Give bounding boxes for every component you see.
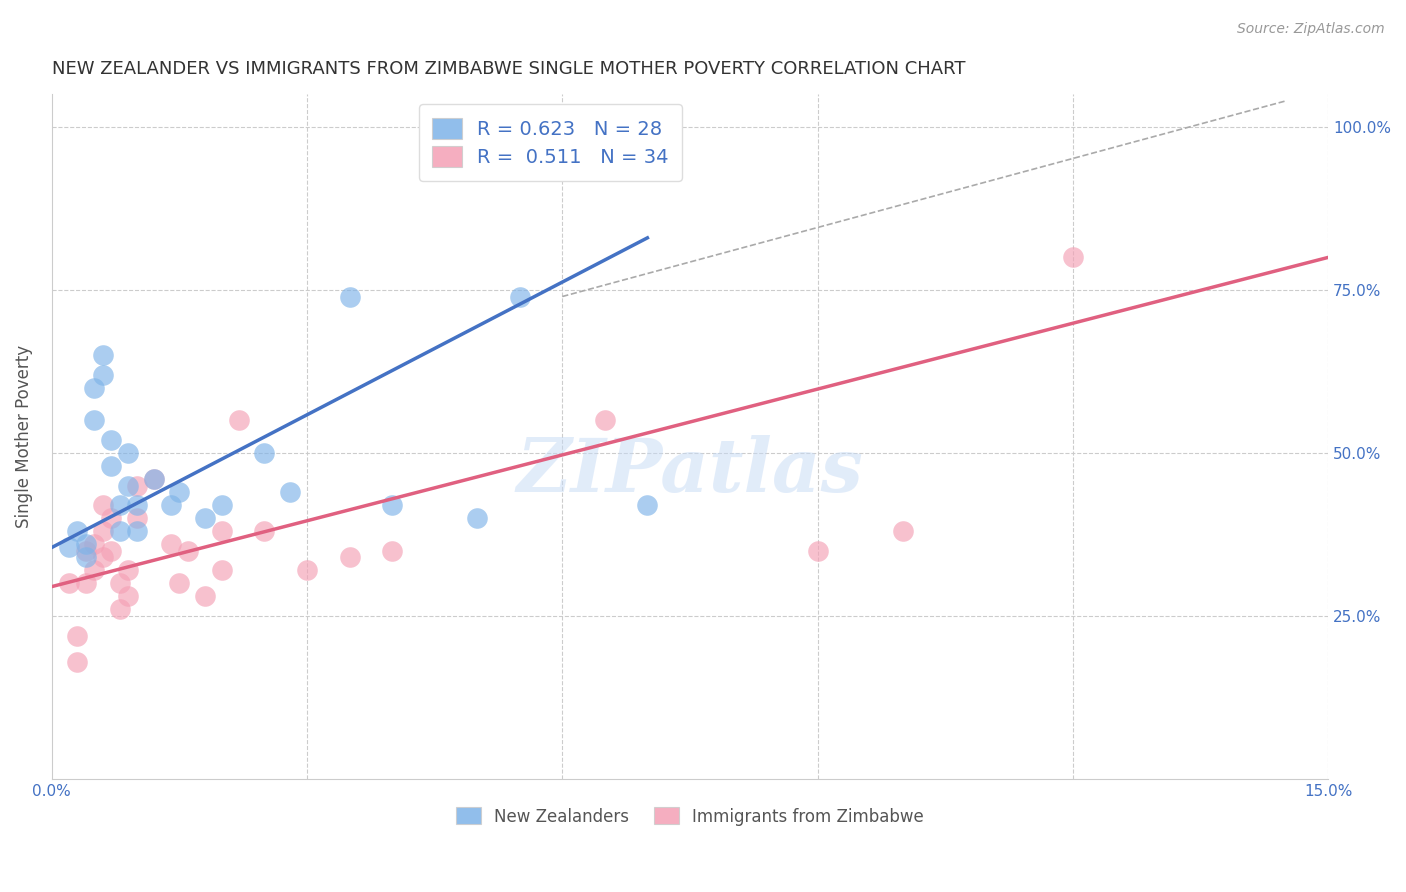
Point bbox=[58, 541, 80, 555]
Point bbox=[100, 433, 122, 447]
Point bbox=[75, 543, 97, 558]
Point bbox=[100, 543, 122, 558]
Point bbox=[91, 498, 114, 512]
Point bbox=[125, 524, 148, 539]
Point bbox=[108, 524, 131, 539]
Point bbox=[636, 498, 658, 512]
Point bbox=[381, 498, 404, 512]
Point bbox=[83, 381, 105, 395]
Point bbox=[194, 511, 217, 525]
Point bbox=[91, 348, 114, 362]
Point bbox=[83, 413, 105, 427]
Point bbox=[381, 543, 404, 558]
Point bbox=[169, 485, 191, 500]
Point bbox=[253, 524, 276, 539]
Point bbox=[100, 458, 122, 473]
Point bbox=[117, 478, 139, 492]
Point bbox=[83, 537, 105, 551]
Point bbox=[66, 655, 89, 669]
Point bbox=[160, 537, 183, 551]
Point bbox=[108, 498, 131, 512]
Point bbox=[211, 563, 233, 577]
Point bbox=[66, 628, 89, 642]
Point bbox=[228, 413, 250, 427]
Text: ZIPatlas: ZIPatlas bbox=[516, 434, 863, 508]
Point bbox=[117, 563, 139, 577]
Text: Source: ZipAtlas.com: Source: ZipAtlas.com bbox=[1237, 22, 1385, 37]
Point bbox=[125, 498, 148, 512]
Point bbox=[91, 524, 114, 539]
Point bbox=[91, 550, 114, 565]
Point bbox=[806, 543, 828, 558]
Point bbox=[160, 498, 183, 512]
Point bbox=[295, 563, 318, 577]
Point bbox=[891, 524, 914, 539]
Point bbox=[108, 602, 131, 616]
Legend: New Zealanders, Immigrants from Zimbabwe: New Zealanders, Immigrants from Zimbabwe bbox=[449, 801, 931, 832]
Point bbox=[117, 590, 139, 604]
Point bbox=[509, 289, 531, 303]
Point bbox=[75, 537, 97, 551]
Point bbox=[211, 498, 233, 512]
Point bbox=[125, 511, 148, 525]
Point bbox=[83, 563, 105, 577]
Point bbox=[593, 413, 616, 427]
Point bbox=[339, 550, 361, 565]
Point bbox=[100, 511, 122, 525]
Point bbox=[75, 576, 97, 591]
Point bbox=[66, 524, 89, 539]
Point bbox=[125, 478, 148, 492]
Point bbox=[117, 446, 139, 460]
Point bbox=[91, 368, 114, 382]
Point bbox=[1062, 251, 1084, 265]
Point bbox=[253, 446, 276, 460]
Point bbox=[211, 524, 233, 539]
Point bbox=[58, 576, 80, 591]
Point bbox=[108, 576, 131, 591]
Point bbox=[142, 472, 165, 486]
Point bbox=[339, 289, 361, 303]
Text: NEW ZEALANDER VS IMMIGRANTS FROM ZIMBABWE SINGLE MOTHER POVERTY CORRELATION CHAR: NEW ZEALANDER VS IMMIGRANTS FROM ZIMBABW… bbox=[52, 60, 966, 78]
Point bbox=[142, 472, 165, 486]
Point bbox=[465, 511, 488, 525]
Point bbox=[169, 576, 191, 591]
Point bbox=[278, 485, 301, 500]
Point bbox=[177, 543, 200, 558]
Point bbox=[75, 550, 97, 565]
Y-axis label: Single Mother Poverty: Single Mother Poverty bbox=[15, 345, 32, 528]
Point bbox=[194, 590, 217, 604]
